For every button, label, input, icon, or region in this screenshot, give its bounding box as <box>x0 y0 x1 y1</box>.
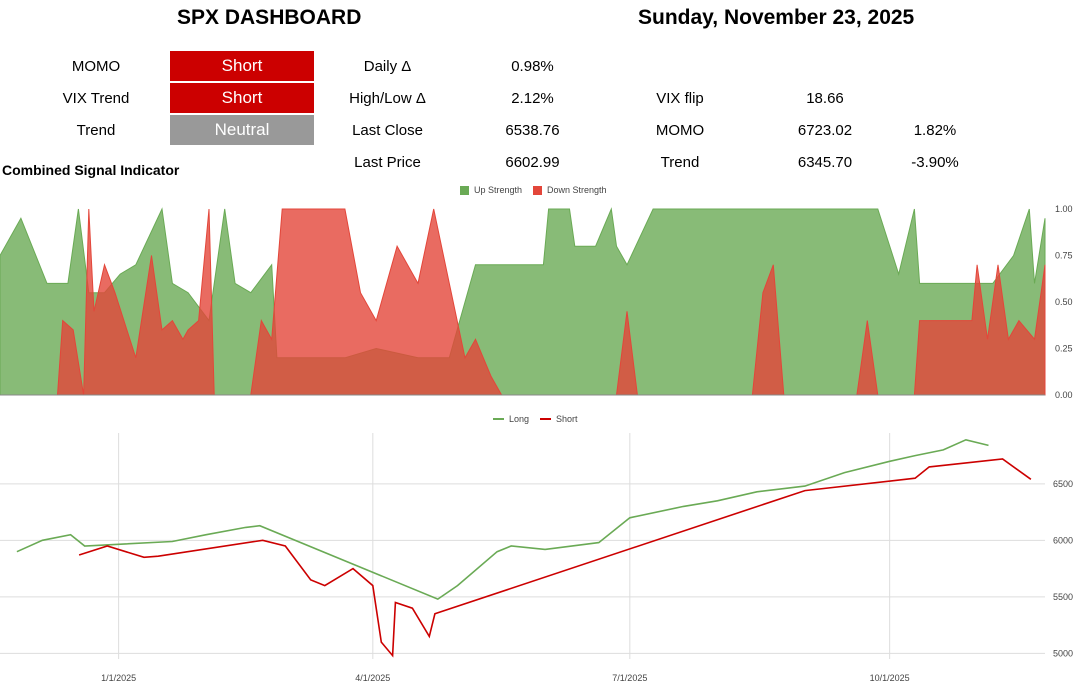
short-series-line <box>78 458 1032 658</box>
signal-value-trend: Neutral <box>170 115 314 145</box>
stat-value-highlow: 2.12% <box>511 90 554 107</box>
up-legend-label: Up Strength <box>474 185 523 195</box>
down-legend-label: Down Strength <box>547 185 607 195</box>
long-legend-swatch <box>493 418 504 420</box>
signal-label-vix-trend: VIX Trend <box>62 90 130 107</box>
level-label-momo: MOMO <box>655 122 705 139</box>
price-y-tick-label: 6500 <box>1053 479 1073 489</box>
price-chart[interactable]: 5000 5500 6000 6500 1/1/2025 4/1/2025 7/1/2025… <box>0 428 1078 689</box>
stat-label-daily: Daily Δ <box>363 58 412 75</box>
short-legend-swatch <box>540 418 552 420</box>
level-label-trend: Trend <box>660 154 700 171</box>
section-title: Combined Signal Indicator <box>2 162 180 178</box>
stat-value-daily: 0.98% <box>511 58 554 75</box>
signal-y-tick-label: 1.00 <box>1055 204 1073 214</box>
signal-label-trend: Trend <box>76 122 116 139</box>
down-strength-area <box>0 208 1046 396</box>
signal-legend[interactable]: Up Strength Down Strength <box>460 185 607 195</box>
stat-value-last-close: 6538.76 <box>505 122 560 139</box>
price-y-tick-label: 5500 <box>1053 592 1073 602</box>
signal-strength-chart[interactable]: 0.00 0.25 0.50 0.75 1.00 <box>0 200 1078 405</box>
short-legend-label: Short <box>556 414 578 424</box>
signal-y-tick-label: 0.75 <box>1055 251 1073 261</box>
signal-label-momo: MOMO <box>71 58 121 75</box>
stat-label-last-close: Last Close <box>352 122 423 139</box>
stat-label-highlow: High/Low Δ <box>349 90 426 107</box>
price-x-tick-label: 4/1/2025 <box>355 673 390 683</box>
price-y-tick-label: 5000 <box>1053 648 1073 658</box>
signal-y-tick-label: 0.25 <box>1055 344 1073 354</box>
level-value-momo: 6723.02 <box>797 122 853 139</box>
signal-value-momo: Short <box>170 51 314 81</box>
price-x-tick-label: 7/1/2025 <box>612 673 647 683</box>
signal-y-tick-label: 0.00 <box>1055 390 1073 400</box>
stat-value-last-price: 6602.99 <box>505 154 560 171</box>
dashboard-title: SPX DASHBOARD <box>177 6 362 29</box>
price-x-tick-label: 1/1/2025 <box>101 673 136 683</box>
signal-y-tick-label: 0.50 <box>1055 297 1073 307</box>
down-legend-swatch <box>533 185 543 195</box>
level-label-vix-flip: VIX flip <box>656 90 704 107</box>
price-x-tick-label: 10/1/2025 <box>870 673 910 683</box>
long-series-line <box>16 438 989 601</box>
long-legend-label: Long <box>509 414 530 424</box>
signal-value-vix-trend: Short <box>170 83 314 113</box>
price-legend[interactable]: Long Short <box>493 414 578 424</box>
price-y-tick-label: 6000 <box>1053 535 1073 545</box>
level-pct-trend: -3.90% <box>911 154 959 171</box>
up-legend-swatch <box>460 185 469 195</box>
dashboard-date: Sunday, November 23, 2025 <box>638 6 915 29</box>
level-value-trend: 6345.70 <box>797 154 853 171</box>
stat-label-last-price: Last Price <box>354 154 421 171</box>
level-pct-momo: 1.82% <box>913 122 957 139</box>
level-value-vix-flip: 18.66 <box>806 90 844 107</box>
